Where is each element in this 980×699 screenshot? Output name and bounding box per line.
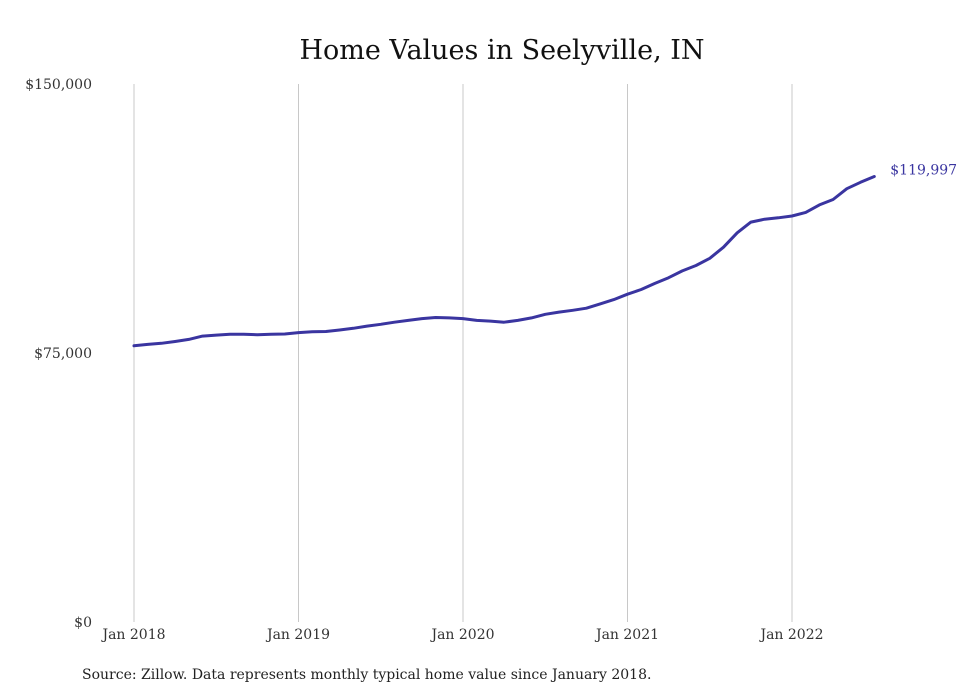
x-tick-label: Jan 2019 bbox=[265, 627, 330, 643]
y-tick-label: $150,000 bbox=[25, 77, 92, 93]
y-tick-label: $75,000 bbox=[34, 346, 92, 362]
x-tick-label: Jan 2020 bbox=[429, 627, 494, 643]
y-tick-label: $0 bbox=[74, 615, 92, 631]
x-tick-label: Jan 2022 bbox=[758, 627, 823, 643]
x-axis-tick-labels: Jan 2018 Jan 2019 Jan 2020 Jan 2021 Jan 2022 bbox=[100, 627, 823, 643]
x-tick-label: Jan 2021 bbox=[594, 627, 659, 643]
series-line bbox=[132, 175, 876, 348]
x-tick-label: Jan 2018 bbox=[100, 627, 165, 643]
vertical-gridlines bbox=[133, 84, 793, 622]
end-value-label: $119,997 bbox=[890, 163, 957, 179]
y-axis-tick-labels: $150,000 $75,000 $0 bbox=[25, 77, 92, 631]
source-note: Source: Zillow. Data represents monthly … bbox=[82, 667, 652, 683]
chart-title: Home Values in Seelyville, IN bbox=[299, 35, 704, 66]
